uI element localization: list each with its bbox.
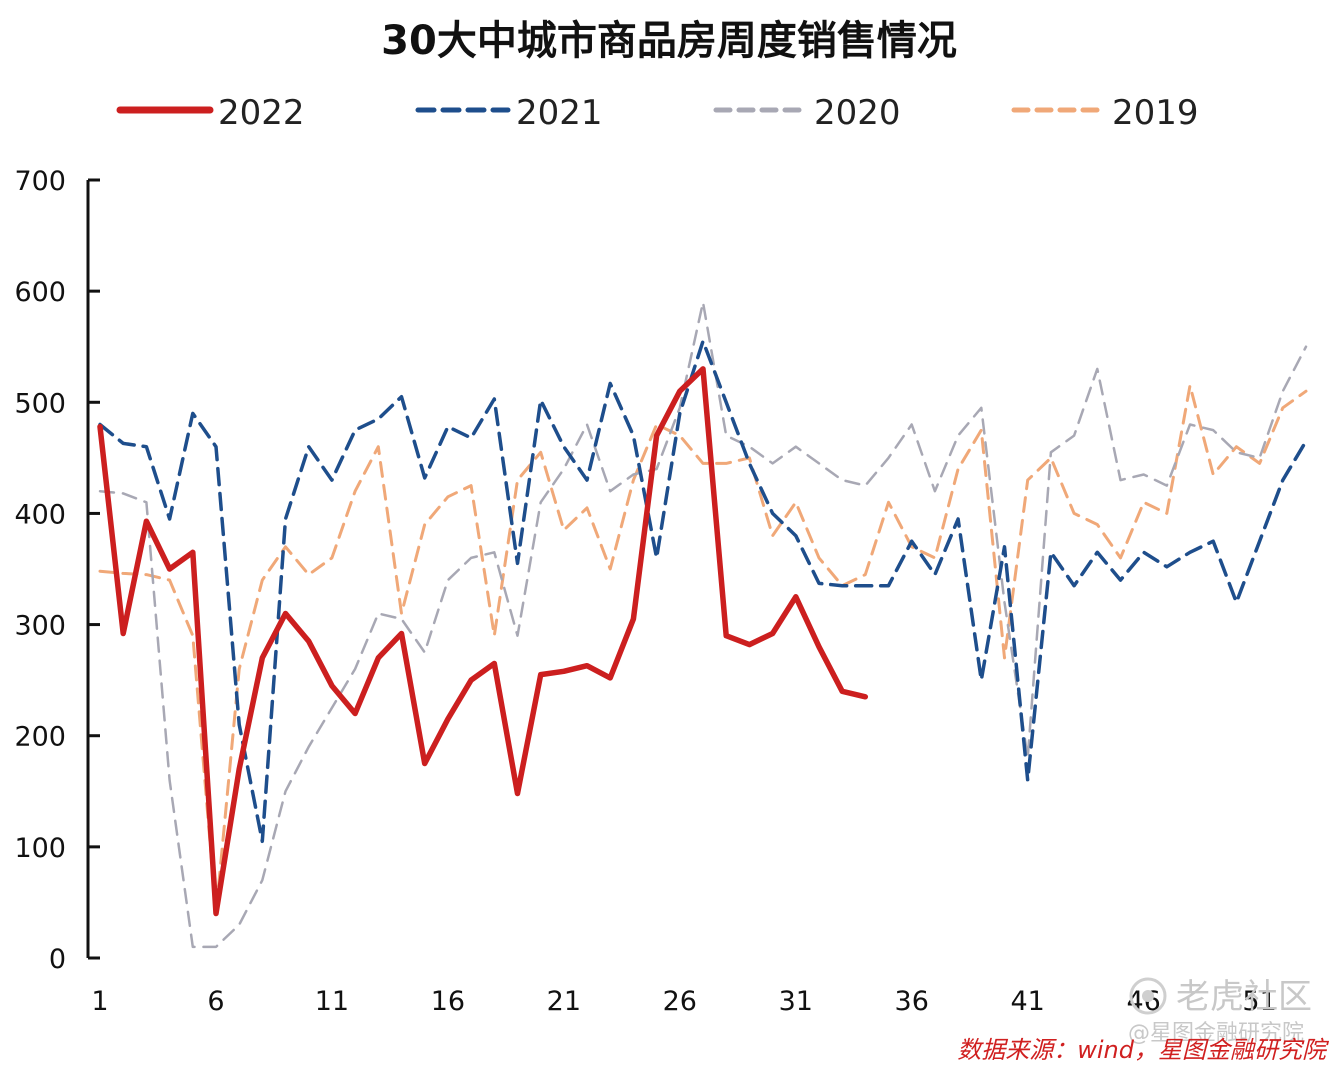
legend-label-2022: 2022 [218, 93, 305, 133]
x-tick-label: 31 [779, 986, 813, 1017]
series-line-2022 [97, 366, 869, 917]
x-tick-label: 51 [1242, 986, 1276, 1017]
watermark-handle: @星图金融研究院 [1128, 1021, 1304, 1046]
x-tick-label: 36 [895, 986, 929, 1017]
series-line-2019 [98, 384, 1308, 915]
y-tick-label: 100 [14, 833, 66, 864]
legend-label-2019: 2019 [1112, 93, 1199, 133]
y-tick-label: 0 [49, 944, 66, 975]
x-tick-label: 21 [547, 986, 581, 1017]
y-tick-label: 700 [14, 166, 66, 197]
x-tick-label: 26 [663, 986, 697, 1017]
series-lines [97, 301, 1308, 949]
y-tick-label: 500 [14, 388, 66, 419]
x-axis-ticks: 1 6 11 16 21 26 31 36 41 46 51 [91, 986, 1276, 1017]
chart-title: 30大中城市商品房周度销售情况 [381, 18, 957, 64]
x-tick-label: 1 [91, 986, 108, 1017]
source-note: 数据来源：wind，星图金融研究院 [957, 1036, 1330, 1064]
y-tick-label: 600 [14, 277, 66, 308]
legend-label-2020: 2020 [814, 93, 901, 133]
y-axis-ticks: 0 100 200 300 400 500 600 700 [14, 166, 100, 975]
series-line-2021 [98, 339, 1308, 844]
x-tick-label: 6 [207, 986, 224, 1017]
tiger-logo-icon [1129, 977, 1167, 1015]
y-tick-label: 200 [14, 722, 66, 753]
legend: 2019 2020 2021 2022 [116, 93, 1199, 133]
y-tick-label: 400 [14, 499, 66, 530]
y-tick-label: 300 [14, 611, 66, 642]
watermark: 老虎社区 @星图金融研究院 [1128, 977, 1312, 1046]
x-tick-label: 11 [315, 986, 349, 1017]
legend-label-2021: 2021 [516, 93, 603, 133]
x-tick-label: 16 [431, 986, 465, 1017]
watermark-brand: 老虎社区 [1176, 977, 1312, 1017]
series-line-2020 [98, 301, 1308, 949]
x-tick-label: 41 [1011, 986, 1045, 1017]
